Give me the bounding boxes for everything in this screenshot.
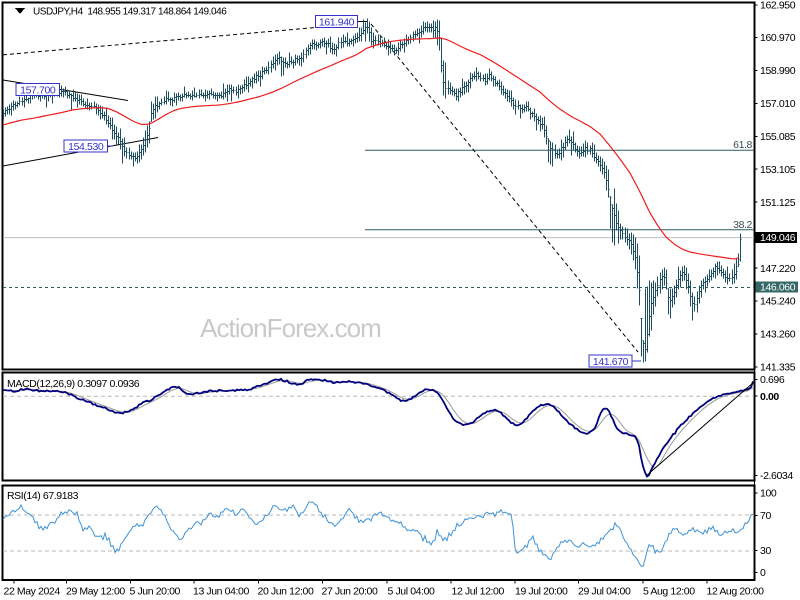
- svg-text:22 May 2024: 22 May 2024: [4, 586, 61, 598]
- svg-text:USDJPY,H4 148.955 149.317 148: USDJPY,H4 148.955 149.317 148.864 149.04…: [33, 7, 227, 18]
- svg-text:12 Jul 12:00: 12 Jul 12:00: [452, 586, 505, 598]
- svg-text:141.670: 141.670: [593, 356, 629, 368]
- svg-text:5 Jul 04:00: 5 Jul 04:00: [388, 586, 436, 598]
- svg-text:0.00: 0.00: [760, 391, 779, 403]
- svg-text:29 Jul 04:00: 29 Jul 04:00: [578, 586, 631, 598]
- svg-text:153.105: 153.105: [760, 164, 796, 176]
- svg-text:29 May 12:00: 29 May 12:00: [66, 586, 125, 598]
- svg-text:5 Aug 12:00: 5 Aug 12:00: [643, 586, 695, 598]
- svg-text:161.940: 161.940: [319, 16, 355, 28]
- svg-text:38.2: 38.2: [733, 219, 752, 231]
- svg-text:-2.6034: -2.6034: [760, 470, 793, 482]
- svg-text:141.335: 141.335: [760, 362, 796, 374]
- svg-text:155.085: 155.085: [760, 131, 796, 143]
- svg-text:151.125: 151.125: [760, 197, 796, 209]
- svg-text:5 Jun 20:00: 5 Jun 20:00: [130, 586, 181, 598]
- svg-text:30: 30: [760, 545, 771, 557]
- svg-text:ActionForex.com: ActionForex.com: [200, 313, 381, 343]
- svg-text:0: 0: [760, 567, 766, 579]
- svg-text:147.220: 147.220: [760, 263, 796, 275]
- svg-text:27 Jun 20:00: 27 Jun 20:00: [322, 586, 378, 598]
- svg-text:162.950: 162.950: [760, 0, 796, 12]
- svg-text:149.046: 149.046: [760, 232, 796, 244]
- svg-text:12 Aug 20:00: 12 Aug 20:00: [707, 586, 765, 598]
- svg-text:146.060: 146.060: [760, 282, 796, 294]
- svg-text:158.990: 158.990: [760, 65, 796, 77]
- svg-text:143.260: 143.260: [760, 329, 796, 341]
- svg-text:157.010: 157.010: [760, 98, 796, 110]
- svg-text:0.696: 0.696: [760, 374, 785, 386]
- svg-text:145.240: 145.240: [760, 296, 796, 308]
- svg-text:70: 70: [760, 510, 771, 522]
- svg-text:100: 100: [760, 488, 777, 500]
- svg-text:MACD(12,26,9) 0.3097 0.0936: MACD(12,26,9) 0.3097 0.0936: [7, 378, 140, 390]
- svg-text:160.970: 160.970: [760, 32, 796, 44]
- svg-text:RSI(14) 67.9183: RSI(14) 67.9183: [7, 490, 79, 502]
- svg-text:157.700: 157.700: [20, 84, 56, 96]
- svg-text:61.8: 61.8: [733, 139, 752, 151]
- svg-text:13 Jun 04:00: 13 Jun 04:00: [193, 586, 249, 598]
- svg-text:154.530: 154.530: [68, 141, 104, 153]
- svg-text:20 Jun 12:00: 20 Jun 12:00: [258, 586, 314, 598]
- svg-text:19 Jul 20:00: 19 Jul 20:00: [515, 586, 568, 598]
